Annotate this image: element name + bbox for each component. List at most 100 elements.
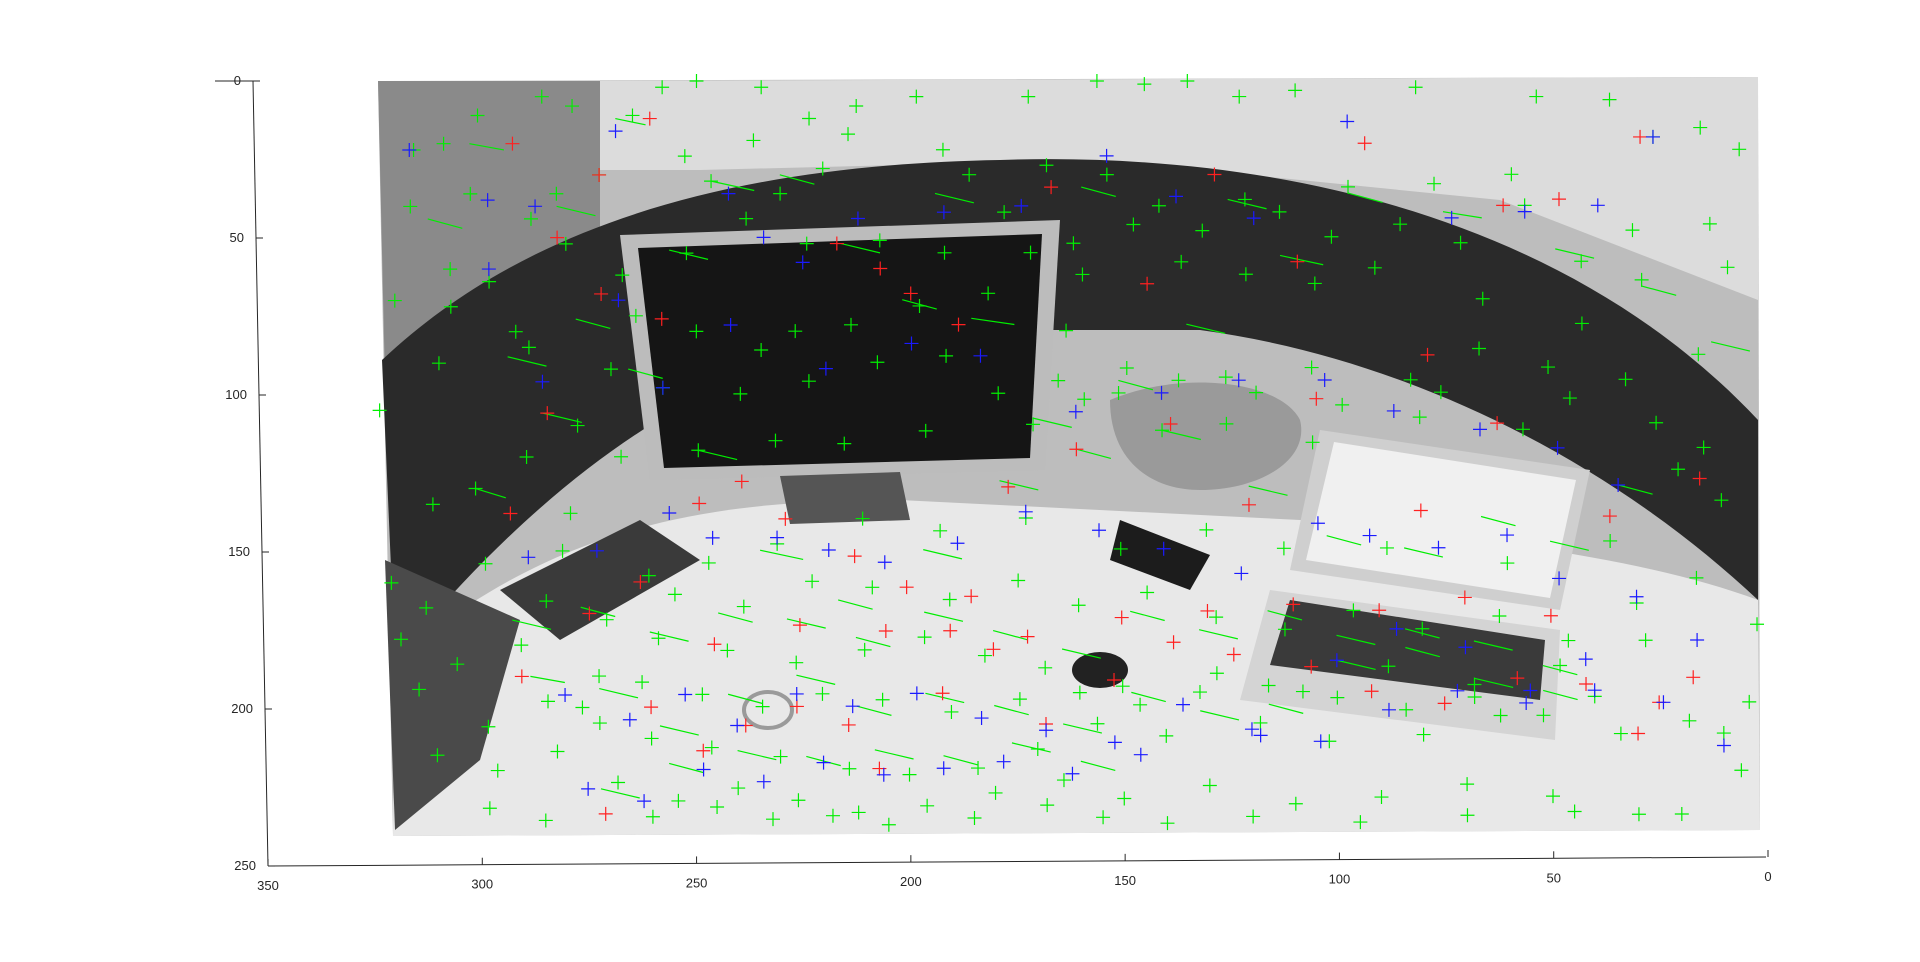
predicted-feature-point — [1107, 672, 1122, 687]
flow-vector — [759, 549, 804, 561]
tracked-feature-point — [1631, 807, 1646, 822]
tracked-feature-point — [1171, 373, 1186, 388]
y-tick-label: 100 — [225, 387, 247, 402]
matched-feature-point — [402, 142, 417, 157]
matched-feature-point — [481, 262, 496, 277]
x-axis-line — [267, 856, 1767, 867]
predicted-feature-point — [550, 230, 565, 245]
tracked-feature-point — [1674, 807, 1689, 822]
tracked-feature-point — [704, 174, 719, 189]
matched-feature-point — [521, 550, 536, 565]
tracked-feature-point — [1475, 291, 1490, 306]
tracked-feature-point — [1276, 541, 1291, 556]
tracked-feature-point — [1056, 773, 1071, 788]
flow-vector — [1549, 540, 1589, 551]
matched-feature-point — [973, 348, 988, 363]
tracked-feature-point — [645, 809, 660, 824]
tracked-feature-point — [1174, 254, 1189, 269]
tracked-feature-point — [971, 761, 986, 776]
flow-vector — [575, 318, 611, 329]
tracked-feature-point — [825, 808, 840, 823]
predicted-feature-point — [873, 261, 888, 276]
tracked-feature-point — [1023, 245, 1038, 260]
flow-vector — [1131, 691, 1166, 703]
tracked-feature-point — [1634, 272, 1649, 287]
tracked-feature-point — [615, 268, 630, 283]
tracked-feature-point — [592, 716, 607, 731]
tracked-feature-point — [939, 348, 954, 363]
tracked-feature-point — [1750, 617, 1765, 632]
matched-feature-point — [1611, 477, 1626, 492]
matched-feature-point — [1231, 373, 1246, 388]
flow-vector — [737, 749, 777, 761]
tracked-feature-point — [558, 236, 573, 251]
tracked-feature-point — [1545, 789, 1560, 804]
tracked-feature-point — [942, 592, 957, 607]
tracked-feature-point — [1180, 74, 1195, 88]
tracked-feature-point — [815, 686, 830, 701]
tracked-feature-point — [443, 262, 458, 277]
tracked-feature-point — [555, 543, 570, 558]
tracked-feature-point — [1126, 217, 1141, 232]
tracked-feature-point — [1261, 678, 1276, 693]
matched-feature-point — [1517, 204, 1532, 219]
photo-monitor-stand — [780, 472, 910, 524]
tracked-feature-point — [628, 308, 643, 323]
tracked-feature-point — [870, 355, 885, 370]
tracked-feature-point — [967, 811, 982, 826]
tracked-feature-point — [514, 638, 529, 653]
tracked-feature-point — [1071, 598, 1086, 613]
tracked-feature-point — [1133, 697, 1148, 712]
tracked-feature-point — [412, 682, 427, 697]
tracked-feature-point — [991, 386, 1006, 401]
tracked-feature-point — [1012, 692, 1027, 707]
y-tick-label: 0 — [234, 73, 241, 88]
predicted-feature-point — [903, 286, 918, 301]
predicted-feature-point — [598, 806, 613, 821]
flow-vector — [1118, 379, 1154, 391]
flow-vector — [855, 636, 891, 648]
flow-vector — [994, 704, 1029, 716]
predicted-feature-point — [707, 637, 722, 652]
matched-feature-point — [1690, 633, 1705, 648]
tracked-feature-point — [1072, 685, 1087, 700]
tracked-feature-point — [977, 648, 992, 663]
flow-vector — [1268, 703, 1304, 714]
tracked-feature-point — [1155, 423, 1170, 438]
matched-feature-point — [818, 361, 833, 376]
flow-vector — [1555, 248, 1595, 259]
tracked-feature-point — [1492, 608, 1507, 623]
tracked-feature-point — [1415, 621, 1430, 636]
matched-feature-point — [622, 712, 637, 727]
tracked-feature-point — [754, 80, 769, 95]
predicted-feature-point — [514, 669, 529, 684]
tracked-feature-point — [450, 657, 465, 672]
photo-hand-device — [1110, 382, 1302, 490]
flow-vector — [1480, 515, 1516, 527]
flow-vector — [943, 755, 979, 766]
predicted-feature-point — [1163, 417, 1178, 432]
tracked-feature-point — [1113, 541, 1128, 556]
flow-vector — [1063, 723, 1103, 734]
predicted-feature-point — [847, 549, 862, 564]
flow-vector — [999, 480, 1039, 491]
tracked-feature-point — [872, 233, 887, 248]
predicted-feature-point — [1304, 659, 1319, 674]
tracked-feature-point — [1734, 763, 1749, 778]
tracked-feature-point — [920, 798, 935, 813]
matched-feature-point — [696, 762, 711, 777]
flow-vector — [507, 356, 547, 367]
tracked-feature-point — [384, 575, 399, 590]
tracked-feature-point — [419, 600, 434, 615]
predicted-feature-point — [778, 511, 793, 526]
predicted-feature-point — [1226, 647, 1241, 662]
tracked-feature-point — [1374, 790, 1389, 805]
tracked-feature-point — [801, 374, 816, 389]
matched-feature-point — [1500, 528, 1515, 543]
tracked-feature-point — [1160, 816, 1175, 831]
tracked-feature-point — [523, 211, 538, 226]
flow-vector — [1081, 186, 1116, 197]
tracked-feature-point — [1453, 235, 1468, 250]
tracked-feature-point — [1367, 260, 1382, 275]
matched-feature-point — [1473, 422, 1487, 437]
